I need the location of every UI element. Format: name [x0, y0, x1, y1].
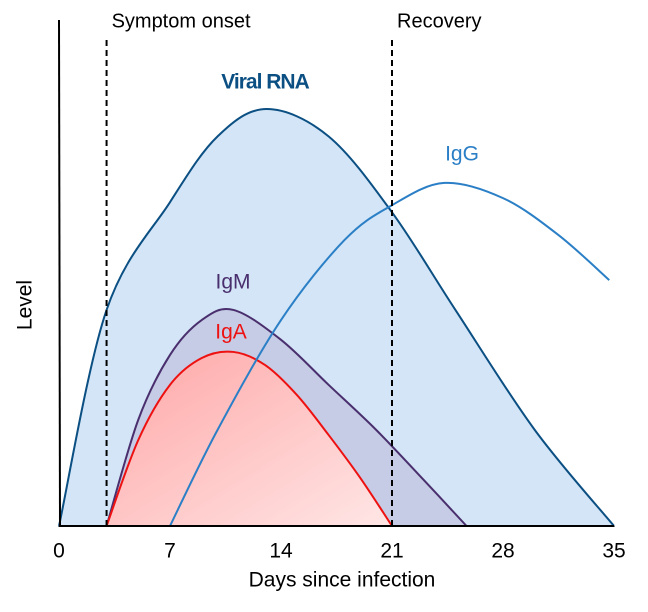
- area-fill: [106, 351, 393, 526]
- series-label: Viral RNA: [221, 71, 309, 94]
- series-label: IgG: [445, 143, 479, 166]
- series-line: [105, 308, 468, 527]
- annotation-label: Recovery: [397, 10, 481, 32]
- x-tick-label: 7: [164, 540, 176, 563]
- y-axis: [58, 19, 61, 527]
- y-axis-label: Level: [14, 280, 37, 330]
- series-line: [105, 350, 393, 527]
- x-tick-label: 21: [380, 540, 403, 563]
- series-label: IgA: [215, 321, 247, 344]
- x-tick-label: 0: [53, 540, 65, 563]
- x-tick-label: 28: [491, 540, 514, 563]
- x-axis-label: Days since infection: [249, 569, 436, 592]
- series-label: IgM: [215, 271, 250, 294]
- series-line: [169, 181, 610, 527]
- x-tick-label: 35: [602, 540, 625, 563]
- x-tick-label: 14: [269, 540, 293, 563]
- annotation-label: Symptom onset: [112, 10, 251, 32]
- series-line: [58, 108, 615, 527]
